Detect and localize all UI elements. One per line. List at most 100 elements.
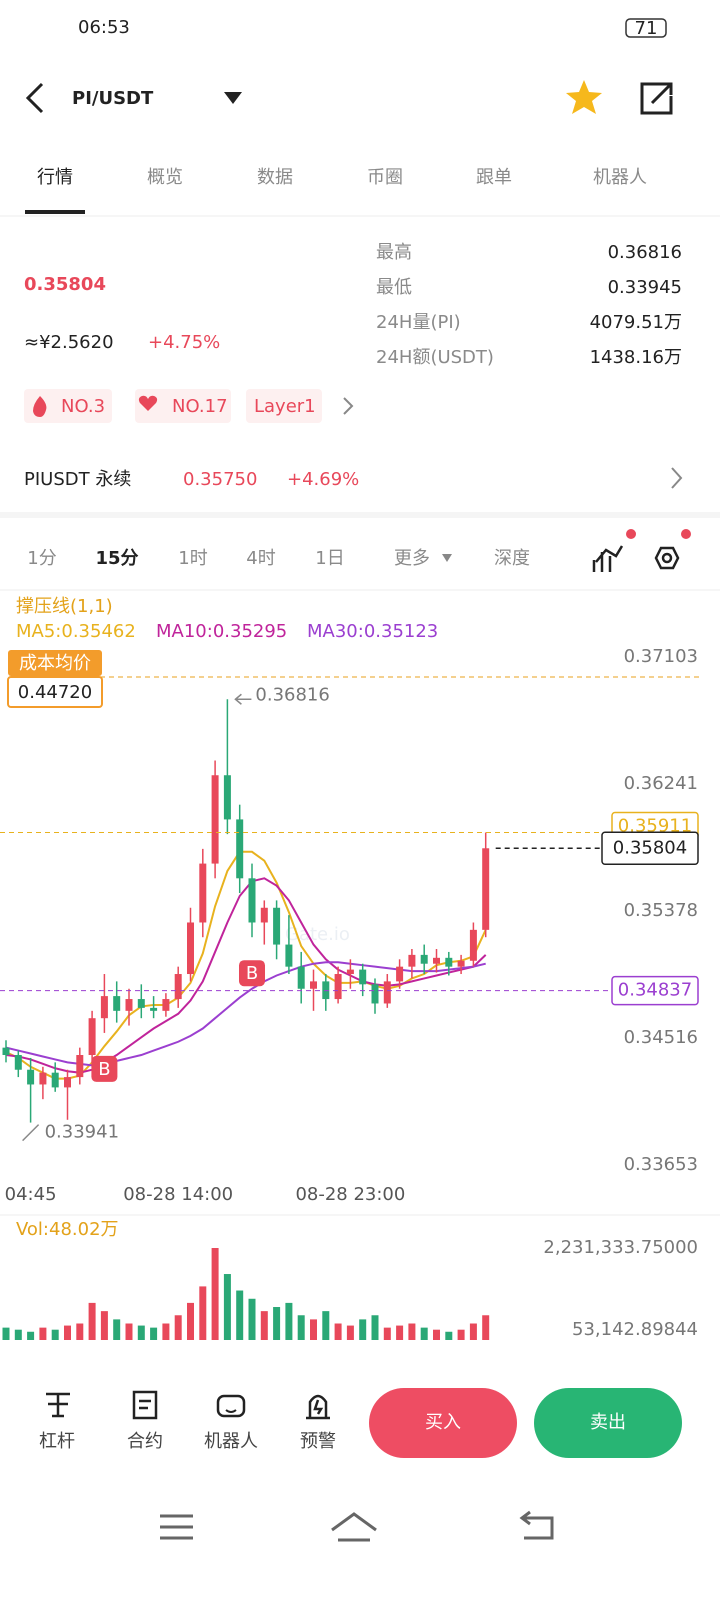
- volume-bar: [187, 1302, 194, 1340]
- volume-bar: [125, 1323, 133, 1340]
- interval[interactable]: 4时: [246, 548, 275, 569]
- battery-level: 71: [635, 18, 658, 39]
- tab-underline: [25, 210, 85, 214]
- support-box: [611, 975, 699, 1006]
- sell-label[interactable]: 卖出: [590, 1412, 626, 1433]
- nav-home[interactable]: [331, 1512, 377, 1542]
- candle-body: [469, 929, 477, 961]
- low-label: 0.33941: [45, 1122, 119, 1143]
- interval[interactable]: 1时: [178, 548, 207, 569]
- nav-menu[interactable]: [160, 1514, 193, 1540]
- candle-body: [433, 957, 440, 964]
- indicator-button[interactable]: [592, 545, 624, 572]
- tab[interactable]: 币圈: [367, 167, 403, 188]
- ma-legend: MA30:0.35123: [307, 621, 438, 642]
- volume-bar: [39, 1327, 47, 1340]
- interval[interactable]: 更多: [394, 548, 430, 569]
- candle-body: [150, 1007, 158, 1011]
- ma-legend: MA5:0.35462: [16, 621, 136, 642]
- tab[interactable]: 跟单: [476, 167, 512, 188]
- action-label[interactable]: 预警: [300, 1431, 336, 1452]
- stat-value: 1438.16万: [590, 347, 682, 368]
- action-label[interactable]: 机器人: [204, 1431, 258, 1452]
- tag-bg: [135, 389, 231, 423]
- volume-bar: [150, 1327, 158, 1340]
- tab[interactable]: 机器人: [593, 167, 647, 188]
- sell-button[interactable]: [534, 1388, 682, 1458]
- watermark: Gate.io: [285, 924, 350, 945]
- volume-bar: [322, 1311, 330, 1340]
- cost-label: 成本均价: [19, 653, 91, 674]
- ma-legend: MA10:0.35295: [156, 621, 287, 642]
- volume-bar: [64, 1325, 71, 1340]
- volume-bar: [2, 1327, 10, 1340]
- fire-icon: [33, 396, 47, 417]
- alert-icon: [306, 1394, 330, 1420]
- action-label[interactable]: 杠杆: [39, 1431, 75, 1452]
- x-tick-label: 08-28 14:00: [123, 1184, 233, 1205]
- volume-bar: [433, 1329, 440, 1340]
- candle-body: [236, 819, 244, 879]
- y-tick-label: 0.33653: [624, 1154, 698, 1175]
- buy-label[interactable]: 买入: [425, 1412, 461, 1433]
- tab-bar: 行情 概览 数据 币圈 跟单 机器人: [37, 167, 647, 188]
- more-caret: [442, 554, 452, 562]
- tag[interactable]: NO.17: [172, 396, 228, 417]
- tab[interactable]: 行情: [37, 167, 73, 188]
- buy-button[interactable]: [369, 1388, 517, 1458]
- volume-bar: [310, 1319, 317, 1340]
- interval[interactable]: 1日: [315, 548, 344, 569]
- nav-back[interactable]: [519, 1510, 554, 1540]
- candle-body: [273, 907, 281, 945]
- volume-bar: [137, 1325, 145, 1340]
- tags-more[interactable]: [343, 397, 354, 415]
- volume-bar: [14, 1329, 22, 1340]
- volume-bar: [408, 1323, 416, 1340]
- share-button[interactable]: [640, 82, 673, 115]
- volume-bar: [51, 1329, 59, 1340]
- leverage-icon: [46, 1392, 70, 1418]
- volume-tick-label: 2,231,333.75000: [543, 1237, 698, 1258]
- indicator-label: 撑压线(1,1): [16, 596, 113, 617]
- tag[interactable]: NO.3: [61, 396, 105, 417]
- candle-body: [223, 775, 231, 820]
- stat-label: 24H额(USDT): [376, 347, 494, 368]
- buy-marker: [239, 960, 265, 987]
- candle-body: [359, 969, 367, 985]
- candle-body: [174, 974, 182, 1000]
- y-tick-label: 0.34516: [624, 1027, 698, 1048]
- buy-marker-label: B: [246, 963, 258, 984]
- pair-title[interactable]: PI/USDT: [72, 88, 154, 109]
- favorite-star[interactable]: [566, 80, 602, 114]
- volume-bar: [334, 1323, 342, 1340]
- back-button[interactable]: [25, 82, 44, 114]
- action-label[interactable]: 合约: [127, 1431, 163, 1452]
- perp-name[interactable]: PIUSDT 永续: [24, 469, 131, 490]
- candle-body: [371, 984, 379, 1004]
- tab[interactable]: 概览: [147, 167, 183, 188]
- candle-body: [14, 1055, 22, 1070]
- stat-label: 最高: [376, 242, 412, 263]
- candle-body: [260, 907, 268, 923]
- interval[interactable]: 1分: [27, 548, 56, 569]
- volume-bar: [371, 1315, 379, 1340]
- perp-price: 0.35750: [183, 469, 257, 490]
- high-label: 0.36816: [255, 684, 329, 705]
- interval[interactable]: 深度: [494, 548, 530, 569]
- candle-body: [248, 878, 256, 923]
- volume-bar: [396, 1325, 404, 1340]
- interval[interactable]: 15分: [95, 548, 138, 569]
- perp-chevron[interactable]: [671, 467, 683, 489]
- tag[interactable]: Layer1: [254, 396, 316, 417]
- candle-body: [199, 863, 207, 923]
- tab[interactable]: 数据: [257, 167, 293, 188]
- candle-body: [383, 981, 391, 1004]
- divider: [0, 512, 720, 518]
- settings-button[interactable]: [654, 546, 680, 570]
- status-time: 06:53: [78, 17, 130, 38]
- candle-body: [2, 1047, 10, 1056]
- pair-dropdown[interactable]: [224, 92, 242, 104]
- volume-bar: [236, 1290, 244, 1340]
